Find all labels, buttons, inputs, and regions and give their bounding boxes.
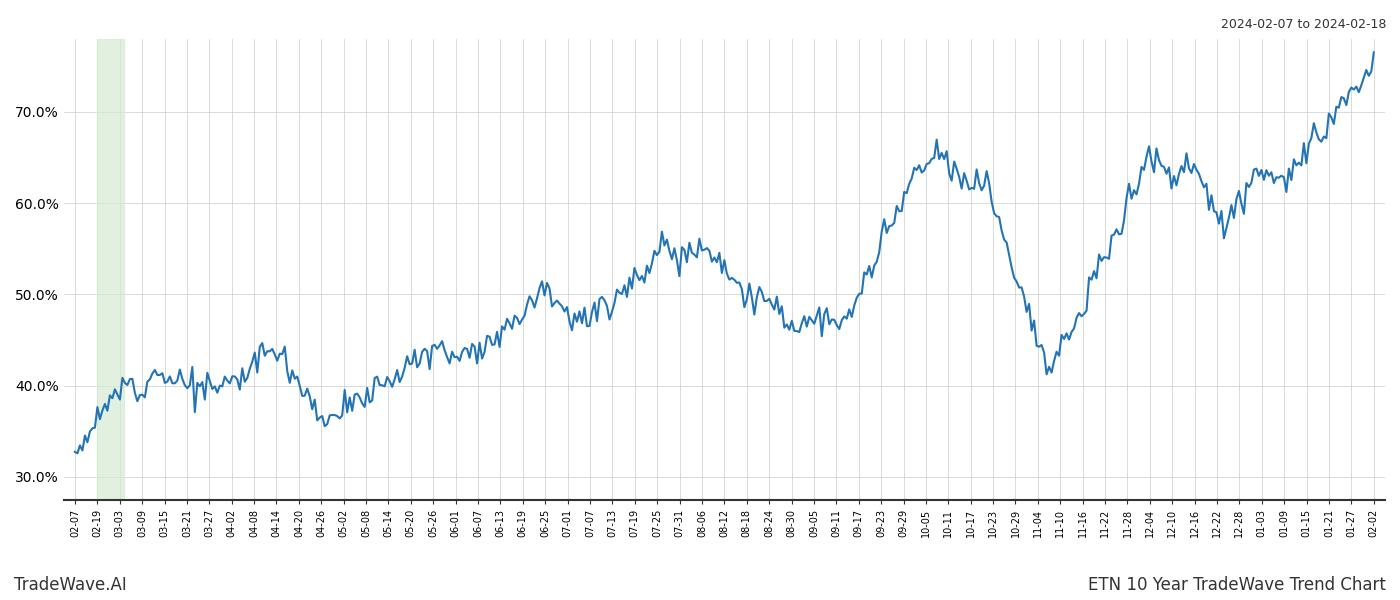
Text: ETN 10 Year TradeWave Trend Chart: ETN 10 Year TradeWave Trend Chart (1088, 576, 1386, 594)
Text: 2024-02-07 to 2024-02-18: 2024-02-07 to 2024-02-18 (1221, 18, 1386, 31)
Bar (98, 39, 125, 500)
Text: TradeWave.AI: TradeWave.AI (14, 576, 127, 594)
